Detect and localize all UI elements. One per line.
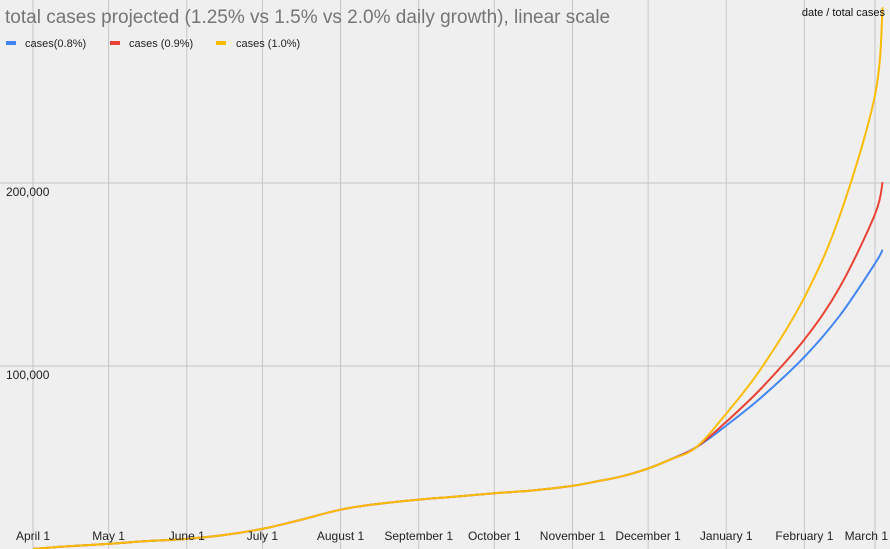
x-tick-label: January 1 [700, 529, 753, 543]
corner-axis-label: date / total cases [802, 7, 886, 19]
chart-title: total cases projected (1.25% vs 1.5% vs … [5, 7, 610, 28]
series-line-2 [32, 7, 884, 549]
legend-label: cases(0.8%) [25, 38, 86, 50]
legend-swatch [110, 41, 120, 45]
y-axis-tick-labels: 100,000 200,000 [6, 185, 50, 382]
x-tick-label: September 1 [384, 529, 453, 543]
legend-label: cases (0.9%) [129, 38, 193, 50]
y-tick-label: 100,000 [6, 368, 50, 382]
legend-label: cases (1.0%) [236, 38, 300, 50]
x-tick-label: April 1 [16, 529, 50, 543]
legend-item: cases(0.8%) [6, 38, 86, 50]
x-tick-label: June 1 [169, 529, 205, 543]
y-tick-label: 200,000 [6, 185, 50, 199]
legend: cases(0.8%) cases (0.9%) cases (1.0%) [6, 38, 300, 50]
x-tick-label: July 1 [247, 529, 279, 543]
x-tick-label: December 1 [615, 529, 681, 543]
x-tick-label: March 1 [845, 529, 889, 543]
horizontal-gridlines [0, 182, 890, 367]
x-tick-label: August 1 [317, 529, 365, 543]
legend-swatch [6, 41, 16, 45]
legend-item: cases (1.0%) [216, 38, 300, 50]
x-tick-label: February 1 [775, 529, 833, 543]
x-axis-tick-labels: April 1 May 1 June 1 July 1 August 1 Septembe… [16, 529, 888, 543]
series-lines [32, 7, 884, 549]
x-tick-label: November 1 [540, 529, 606, 543]
legend-item: cases (0.9%) [110, 38, 193, 50]
x-tick-label: May 1 [92, 529, 125, 543]
legend-swatch [216, 41, 226, 45]
x-tick-label: October 1 [468, 529, 521, 543]
